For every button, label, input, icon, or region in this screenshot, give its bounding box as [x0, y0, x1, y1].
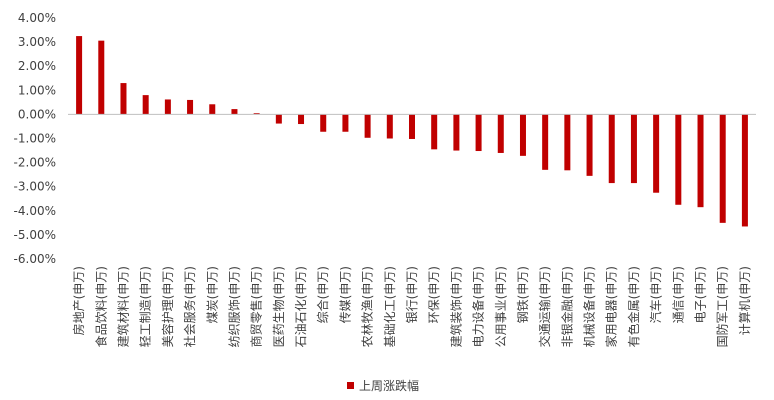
bar	[497, 114, 504, 153]
y-tick-label: 4.00%	[18, 11, 56, 25]
bars-group	[76, 36, 748, 227]
x-tick-label: 商贸零售(申万)	[249, 266, 264, 347]
x-axis-labels: 房地产(申万) 食品饮料(申万) 建筑材料(申万) 轻工制造(申万) 美容护理(申万) 社…	[71, 266, 752, 347]
bar	[142, 95, 149, 115]
bar	[542, 114, 549, 170]
y-tick-label: 0.00%	[18, 107, 56, 121]
x-tick-label: 建筑装饰(申万)	[448, 266, 463, 347]
x-tick-label: 农林牧渔(申万)	[361, 266, 375, 347]
bar	[253, 113, 260, 115]
x-tick-label: 家用电器(申万)	[604, 266, 619, 347]
bar	[76, 36, 83, 115]
x-tick-label: 机械设备(申万)	[582, 266, 597, 347]
bar	[342, 114, 349, 132]
x-tick-label: 轻工制造(申万)	[139, 266, 153, 347]
legend-label: 上周涨跌幅	[359, 378, 419, 393]
legend: 上周涨跌幅	[347, 378, 419, 393]
x-tick-label: 建筑材料(申万)	[115, 266, 130, 347]
x-tick-label: 非银金融(申万)	[559, 266, 574, 347]
y-axis: 4.00% 3.00% 2.00% 1.00% 0.00% -1.00% -2.00% -3.…	[14, 11, 56, 266]
x-tick-label: 电子(申万)	[694, 266, 708, 323]
bar	[298, 114, 305, 125]
x-tick-label: 纺织服饰(申万)	[227, 266, 241, 347]
bar	[275, 114, 282, 124]
bar	[320, 114, 327, 132]
x-tick-label: 通信(申万)	[671, 266, 685, 323]
x-tick-label: 银行(申万)	[405, 266, 419, 323]
bar	[475, 114, 482, 152]
x-tick-label: 公用事业(申万)	[494, 266, 508, 347]
x-tick-label: 食品饮料(申万)	[93, 266, 108, 347]
bar	[519, 114, 526, 156]
x-tick-label: 传媒(申万)	[337, 266, 352, 323]
bar	[453, 114, 460, 151]
y-tick-label: -1.00%	[14, 132, 56, 146]
bar	[364, 114, 371, 138]
x-tick-label: 电力设备(申万)	[472, 266, 486, 347]
y-tick-label: -3.00%	[14, 180, 56, 194]
bar	[630, 114, 637, 184]
x-tick-label: 医药生物(申万)	[272, 266, 286, 347]
bar	[209, 104, 216, 115]
x-tick-label: 房地产(申万)	[71, 266, 86, 335]
bar	[653, 114, 660, 193]
x-tick-label: 环保(申万)	[427, 266, 441, 323]
bar	[564, 114, 571, 171]
y-tick-label: -2.00%	[14, 156, 56, 170]
bar	[586, 114, 593, 176]
x-tick-label: 钢铁(申万)	[516, 266, 530, 323]
x-tick-label: 基础化工(申万)	[383, 266, 397, 347]
bar	[187, 99, 194, 115]
x-tick-label: 有色金属(申万)	[626, 266, 641, 347]
x-tick-label: 国防军工(申万)	[715, 266, 730, 347]
x-tick-label: 汽车(申万)	[648, 266, 663, 323]
legend-swatch	[347, 382, 354, 389]
y-tick-label: 3.00%	[18, 35, 56, 49]
y-tick-label: 2.00%	[18, 59, 56, 73]
x-tick-label: 美容护理(申万)	[160, 266, 175, 347]
bar	[675, 114, 682, 205]
bar	[231, 109, 238, 115]
y-tick-label: -5.00%	[14, 228, 56, 242]
bar	[719, 114, 726, 223]
x-tick-label: 综合(申万)	[315, 266, 330, 323]
bar	[164, 99, 171, 115]
x-tick-label: 石油石化(申万)	[294, 266, 308, 347]
bar	[120, 83, 127, 115]
y-tick-label: 1.00%	[18, 83, 56, 97]
y-tick-label: -4.00%	[14, 204, 56, 218]
bar	[98, 40, 105, 115]
y-tick-label: -6.00%	[14, 252, 56, 266]
bar	[697, 114, 704, 208]
bar	[741, 114, 748, 227]
bar	[409, 114, 415, 139]
x-tick-label: 社会服务(申万)	[182, 266, 197, 347]
bar	[386, 114, 393, 139]
bar	[431, 114, 438, 150]
x-tick-label: 计算机(申万)	[737, 266, 752, 335]
bar	[608, 114, 615, 184]
x-tick-label: 煤炭(申万)	[205, 266, 219, 323]
x-tick-label: 交通运输(申万)	[537, 266, 552, 347]
